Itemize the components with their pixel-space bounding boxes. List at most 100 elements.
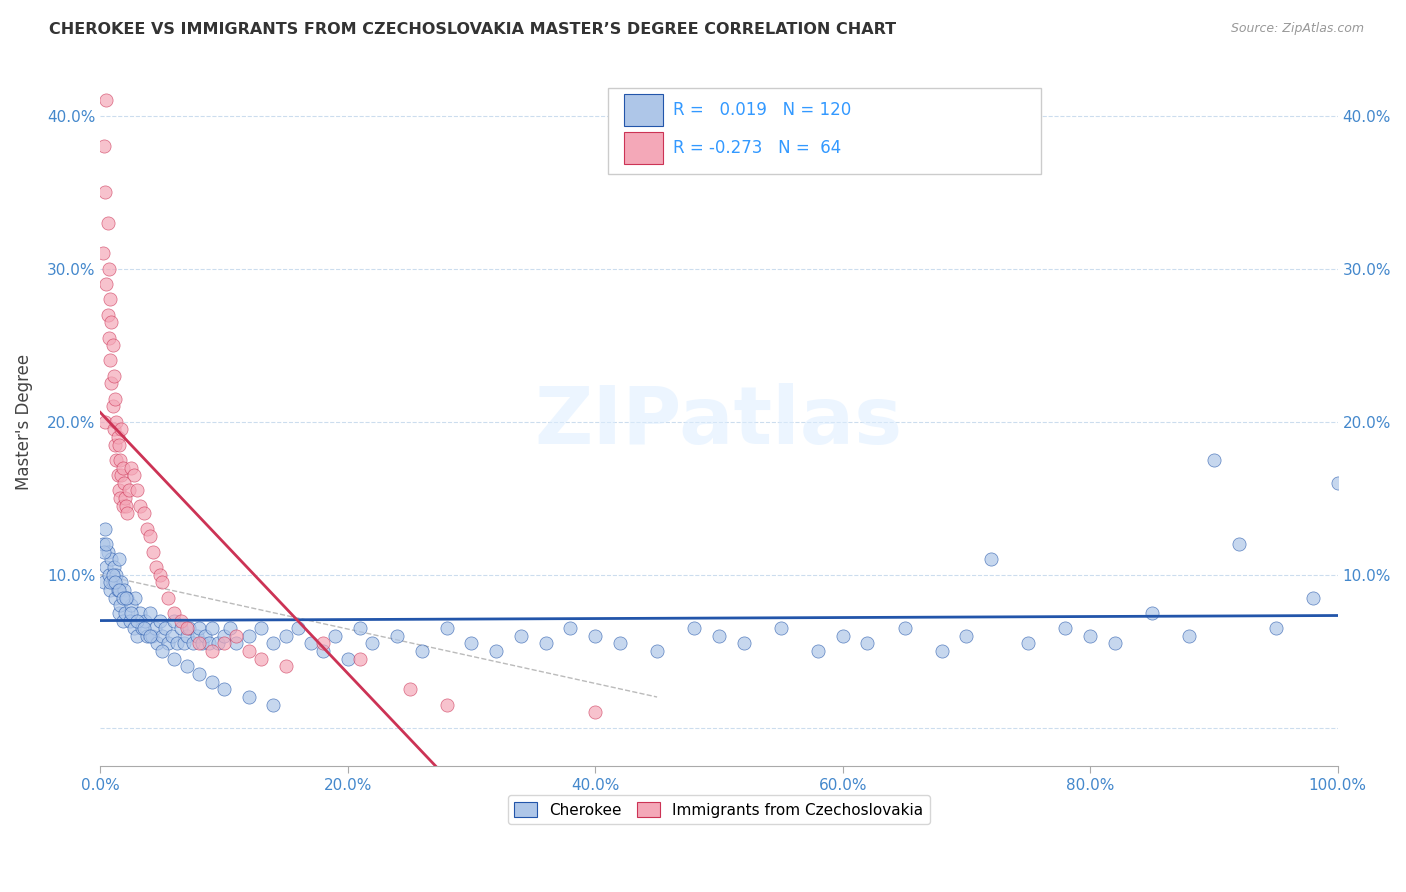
Point — [250, 652, 273, 666]
Point — [176, 629, 198, 643]
Point — [436, 621, 458, 635]
Point — [108, 599, 131, 613]
Point — [139, 529, 162, 543]
Point — [115, 591, 138, 605]
Point — [131, 621, 153, 635]
Point — [103, 560, 125, 574]
Point — [153, 621, 176, 635]
Point — [201, 621, 224, 635]
Point — [149, 614, 172, 628]
Point — [96, 560, 118, 574]
Point — [107, 582, 129, 597]
Point — [160, 629, 183, 643]
Point — [250, 621, 273, 635]
Point — [136, 522, 159, 536]
Point — [931, 644, 953, 658]
Y-axis label: Master's Degree: Master's Degree — [15, 353, 32, 490]
Point — [150, 644, 173, 658]
Point — [111, 591, 134, 605]
Point — [436, 698, 458, 712]
Point — [93, 544, 115, 558]
Point — [101, 575, 124, 590]
Point — [1104, 636, 1126, 650]
Point — [769, 621, 792, 635]
Point — [98, 582, 121, 597]
Text: CHEROKEE VS IMMIGRANTS FROM CZECHOSLOVAKIA MASTER’S DEGREE CORRELATION CHART: CHEROKEE VS IMMIGRANTS FROM CZECHOSLOVAK… — [49, 22, 897, 37]
Point — [110, 575, 132, 590]
Text: R =   0.019   N = 120: R = 0.019 N = 120 — [673, 101, 852, 119]
Point — [132, 621, 155, 635]
Point — [980, 552, 1002, 566]
Point — [139, 629, 162, 643]
Point — [398, 682, 420, 697]
Point — [312, 636, 335, 650]
Point — [312, 644, 335, 658]
Point — [198, 636, 221, 650]
Point — [96, 277, 118, 291]
Point — [108, 552, 131, 566]
Point — [485, 644, 508, 658]
Point — [163, 614, 186, 628]
Point — [122, 468, 145, 483]
Point — [145, 560, 167, 574]
Point — [104, 437, 127, 451]
Point — [127, 483, 149, 498]
Point — [190, 636, 212, 650]
Point — [112, 475, 135, 490]
Point — [93, 575, 115, 590]
Point — [105, 453, 128, 467]
Point — [583, 706, 606, 720]
Point — [299, 636, 322, 650]
Point — [100, 552, 122, 566]
Point — [111, 499, 134, 513]
Point — [176, 621, 198, 635]
Point — [238, 629, 260, 643]
Point — [96, 537, 118, 551]
Point — [176, 659, 198, 673]
Point — [1302, 591, 1324, 605]
Point — [955, 629, 977, 643]
Point — [97, 216, 120, 230]
Point — [807, 644, 830, 658]
Point — [336, 652, 359, 666]
Point — [263, 698, 285, 712]
Point — [98, 575, 121, 590]
FancyBboxPatch shape — [607, 87, 1040, 174]
Point — [1326, 475, 1348, 490]
Point — [460, 636, 482, 650]
Point — [136, 629, 159, 643]
Point — [188, 667, 211, 681]
Point — [201, 674, 224, 689]
Point — [108, 437, 131, 451]
Point — [110, 468, 132, 483]
Point — [188, 636, 211, 650]
Point — [194, 629, 217, 643]
Point — [139, 606, 162, 620]
Point — [97, 544, 120, 558]
Point — [1078, 629, 1101, 643]
Point — [108, 453, 131, 467]
Point — [238, 690, 260, 704]
Point — [120, 460, 142, 475]
Point — [201, 644, 224, 658]
Point — [150, 629, 173, 643]
Point — [98, 293, 121, 307]
Point — [212, 629, 235, 643]
Point — [707, 629, 730, 643]
Point — [274, 659, 297, 673]
Point — [97, 308, 120, 322]
Point — [115, 499, 138, 513]
Point — [107, 468, 129, 483]
Point — [100, 315, 122, 329]
Point — [132, 507, 155, 521]
Point — [134, 614, 156, 628]
Point — [170, 621, 193, 635]
Point — [1054, 621, 1077, 635]
Text: R = -0.273   N =  64: R = -0.273 N = 64 — [673, 139, 841, 157]
Point — [181, 636, 204, 650]
Point — [101, 400, 124, 414]
Point — [645, 644, 668, 658]
Point — [188, 621, 211, 635]
Point — [103, 368, 125, 383]
Point — [238, 644, 260, 658]
